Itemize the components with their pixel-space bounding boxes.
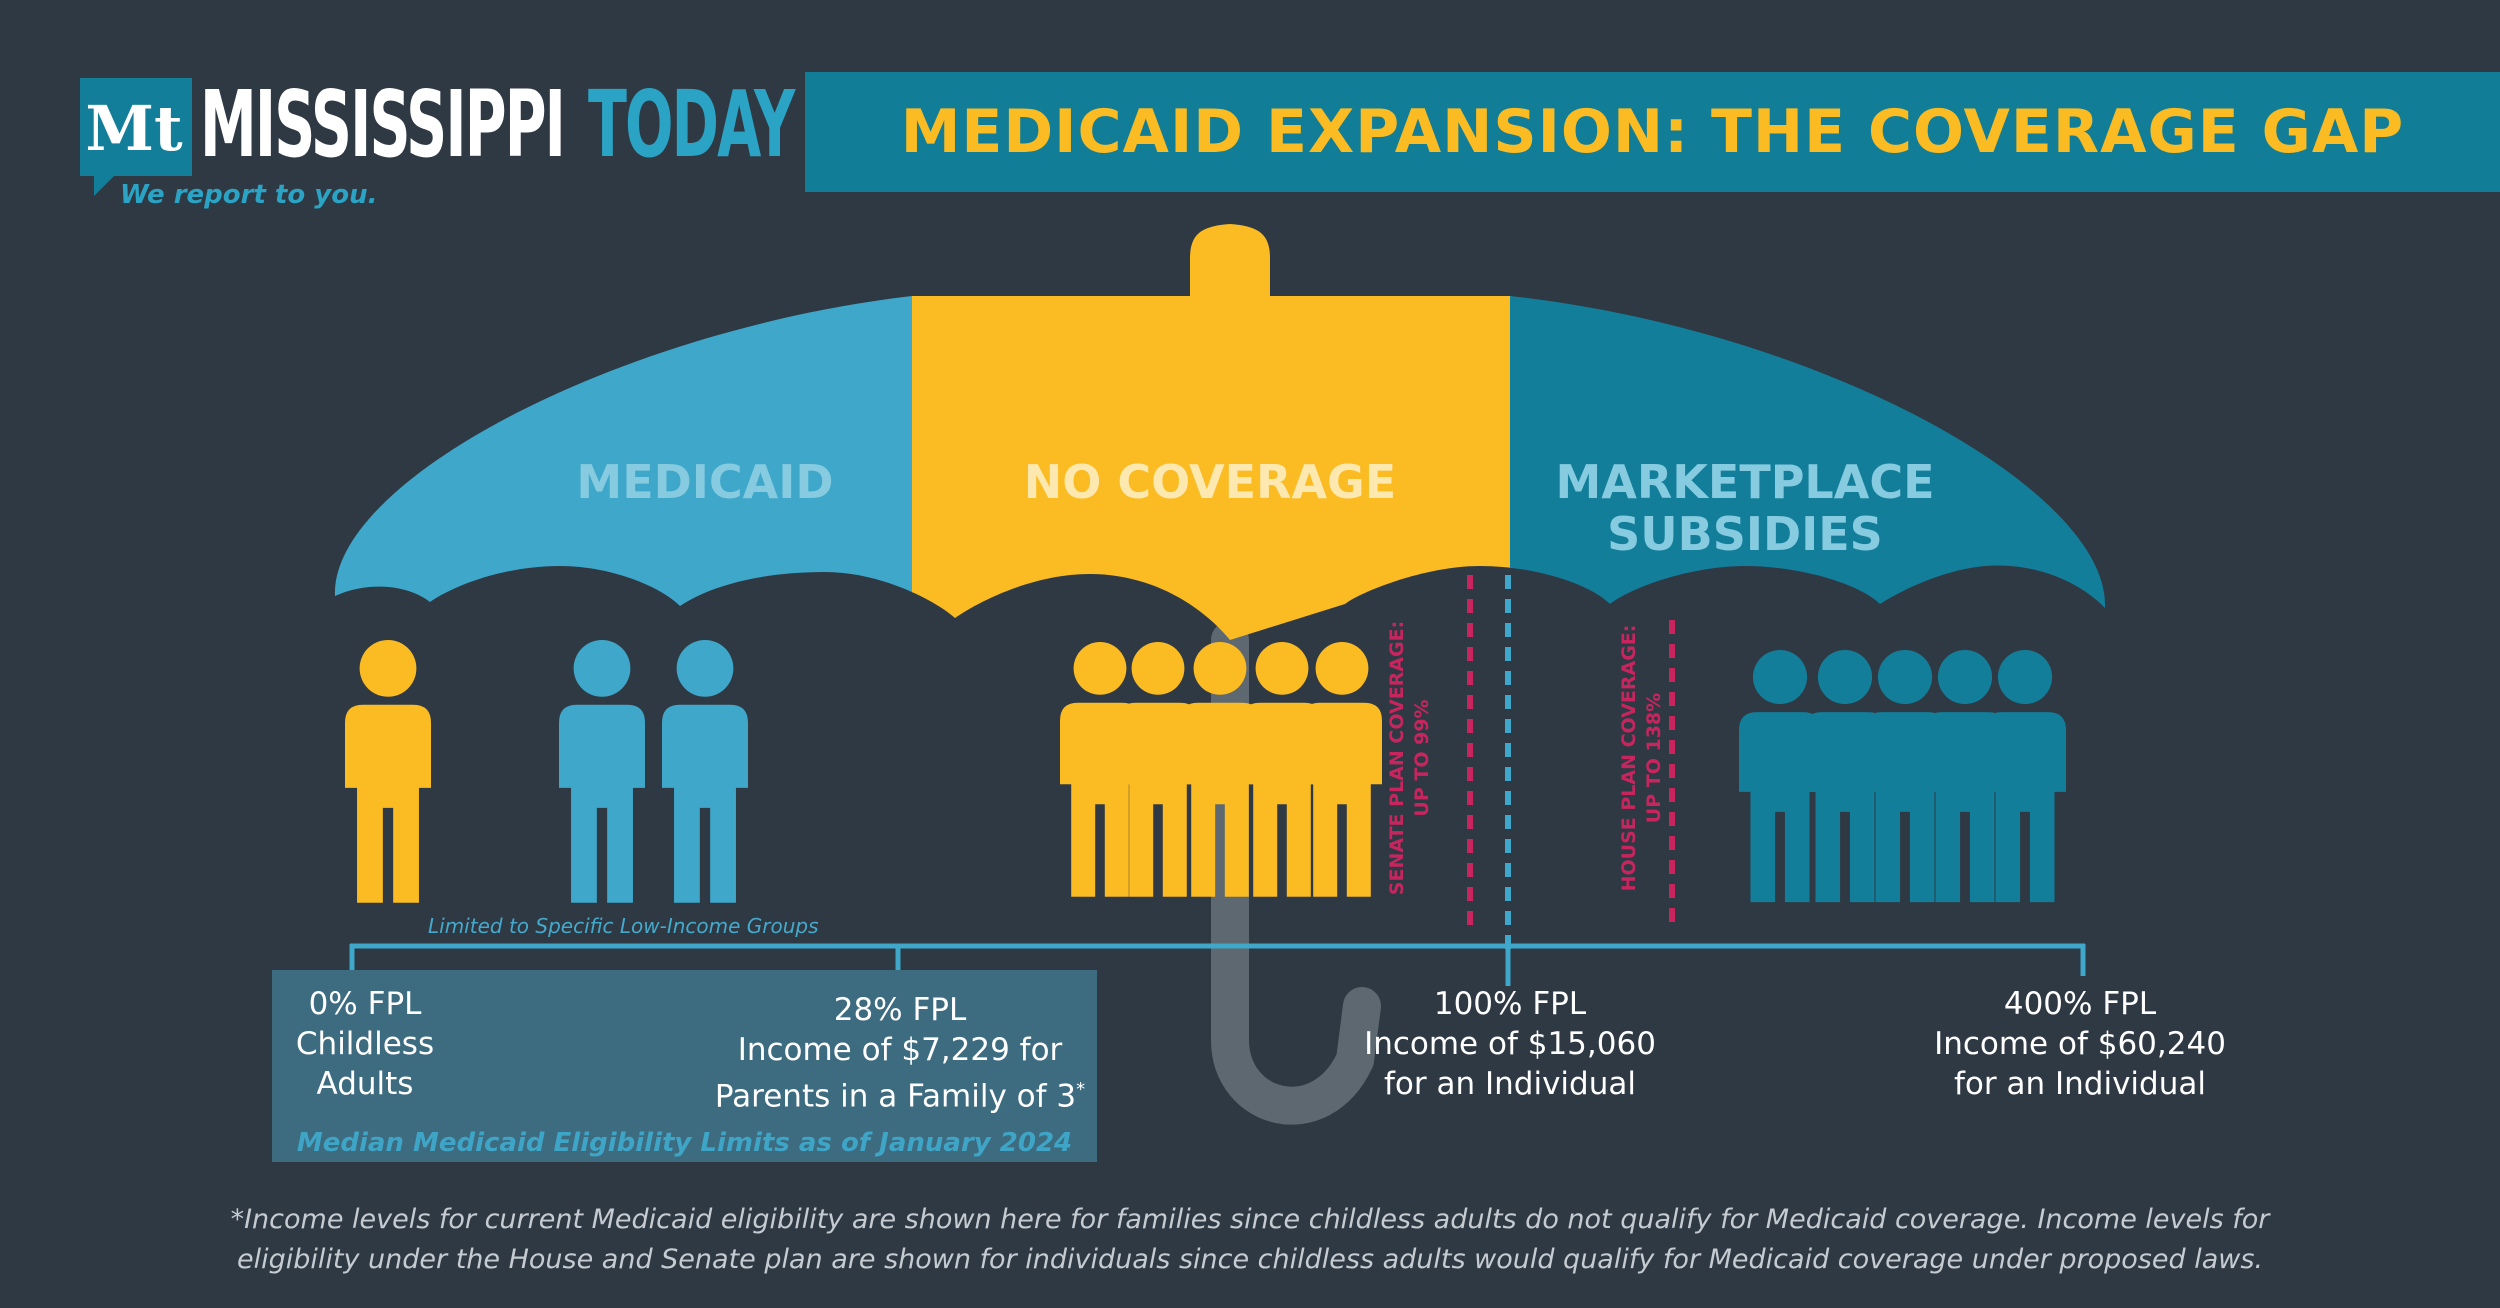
fpl-point-28-line-1: Income of $7,229 for [737,1032,1063,1068]
logo-word-mississippi: MISSISSIPPI [200,71,566,178]
footnote: *Income levels for current Medicaid elig… [230,1204,2270,1275]
house-plan-note-line-2: UP TO 138% [1643,692,1665,824]
median-limits-caption: Median Medicaid Eligibility Limits as of… [296,1128,1073,1158]
fpl-point-400-line-1: Income of $60,240 [1934,1026,2226,1062]
house-plan-note-line-1: HOUSE PLAN COVERAGE: [1618,624,1640,892]
fpl-point-400-line-2: for an Individual [1954,1066,2206,1102]
umbrella-handle [1211,621,1381,1125]
people-layer [345,640,2066,903]
fpl-point-0-line-2: Adults [316,1066,414,1102]
person-icon [1984,650,2066,903]
logo-tagline: We report to you. [120,180,378,210]
section-label-marketplace: MARKETPLACE SUBSIDIES [1510,456,1980,560]
person-icon [345,640,431,903]
fpl-point-28: 28% FPL Income of $7,229 for Parents in … [680,990,1120,1116]
section-label-no-coverage: NO COVERAGE [1023,455,1397,509]
title-banner: MEDICAID EXPANSION: THE COVERAGE GAP [805,72,2500,192]
fpl-point-400-pct: 400% FPL [2003,986,2157,1022]
fpl-point-100-line-1: Income of $15,060 [1364,1026,1656,1062]
logo-monogram: Mt [85,92,183,165]
logo-word-today: TODAY [588,71,795,178]
house-plan-note: HOUSE PLAN COVERAGE: UP TO 138% [1617,593,1677,923]
fpl-point-100-pct: 100% FPL [1433,986,1587,1022]
section-label-marketplace-line-2: SUBSIDIES [1607,507,1883,561]
senate-plan-note-line-1: SENATE PLAN COVERAGE: [1386,620,1408,896]
median-limits-box [272,970,1097,1162]
fpl-point-28-line-2-wrap: Parents in a Family of 3* [680,1070,1120,1116]
senate-plan-note-line-2: UP TO 99% [1411,699,1433,817]
limited-groups-label: Limited to Specific Low-Income Groups [428,914,819,938]
fpl-point-100: 100% FPL Income of $15,060 for an Indivi… [1330,984,1690,1104]
fpl-point-28-line-2: Parents in a Family of 3 [714,1078,1077,1115]
person-icon [559,640,645,903]
person-icon [1180,642,1260,897]
person-icon [1302,642,1382,897]
section-label-medicaid: MEDICAID [576,455,834,509]
fpl-point-28-mark: * [1076,1079,1086,1100]
person-icon [662,640,748,903]
fpl-point-28-pct: 28% FPL [833,992,967,1028]
person-icon [1739,650,1821,903]
fpl-point-0: 0% FPL Childless Adults [250,984,480,1104]
fpl-point-400: 400% FPL Income of $60,240 for an Indivi… [1890,984,2270,1104]
page-title: MEDICAID EXPANSION: THE COVERAGE GAP [900,97,2405,167]
section-label-marketplace-line-1: MARKETPLACE [1555,455,1935,509]
logo-mark: Mt [80,78,192,196]
fpl-point-100-line-2: for an Individual [1384,1066,1636,1102]
fpl-point-0-pct: 0% FPL [308,986,422,1022]
senate-plan-note: SENATE PLAN COVERAGE: UP TO 99% [1385,593,1445,923]
umbrella-knob [1190,224,1270,296]
person-icon [1118,642,1198,897]
fpl-point-0-line-1: Childless [295,1026,435,1062]
